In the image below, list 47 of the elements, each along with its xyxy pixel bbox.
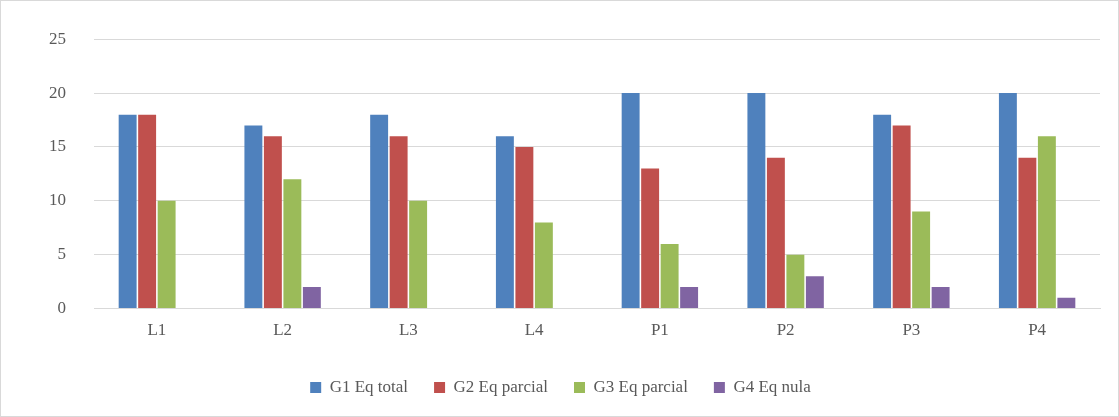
- x-tick-label: L1: [147, 320, 167, 340]
- bar: [534, 222, 553, 309]
- bar: [409, 200, 428, 309]
- bar: [873, 114, 892, 309]
- y-tick-label: 0: [57, 298, 66, 318]
- bar: [263, 136, 282, 309]
- bar: [660, 243, 679, 309]
- bar: [892, 125, 911, 309]
- x-tick-label: P3: [902, 320, 921, 340]
- bar: [515, 146, 534, 309]
- bar: [641, 168, 660, 309]
- legend-label: G3 Eq parcial: [593, 376, 689, 396]
- bar: [1018, 157, 1037, 309]
- bar: [370, 114, 389, 309]
- y-tick-label: 15: [49, 136, 66, 156]
- x-tick-label: L3: [398, 320, 418, 340]
- bar: [786, 254, 805, 309]
- bar: [680, 287, 699, 309]
- legend-label: G4 Eq nula: [733, 376, 812, 396]
- bar: [302, 287, 321, 309]
- bar: [998, 93, 1017, 309]
- x-tick-label: P4: [1028, 320, 1047, 340]
- bar: [805, 276, 824, 309]
- bar: [747, 93, 766, 309]
- legend-label: G1 Eq total: [329, 376, 409, 396]
- x-tick-label: L2: [273, 320, 293, 340]
- x-tick-label: P2: [776, 320, 795, 340]
- bar: [621, 93, 640, 309]
- bar: [495, 136, 514, 309]
- bar: [766, 157, 785, 309]
- x-tick-label: P1: [650, 320, 669, 340]
- bar: [912, 211, 931, 309]
- bar: [118, 114, 137, 309]
- legend-label: G2 Eq parcial: [453, 376, 549, 396]
- bar: [138, 114, 157, 309]
- bar: [1057, 297, 1076, 309]
- y-tick-label: 25: [49, 28, 66, 48]
- y-tick-label: 20: [49, 82, 66, 102]
- bar: [1037, 136, 1056, 309]
- bar: [283, 179, 302, 309]
- y-tick-label: 10: [49, 190, 66, 210]
- bar: [244, 125, 263, 309]
- bar: [389, 136, 408, 309]
- bar: [157, 200, 176, 309]
- y-tick-label: 5: [57, 244, 66, 264]
- x-tick-label: L4: [524, 320, 545, 340]
- bar: [931, 287, 950, 309]
